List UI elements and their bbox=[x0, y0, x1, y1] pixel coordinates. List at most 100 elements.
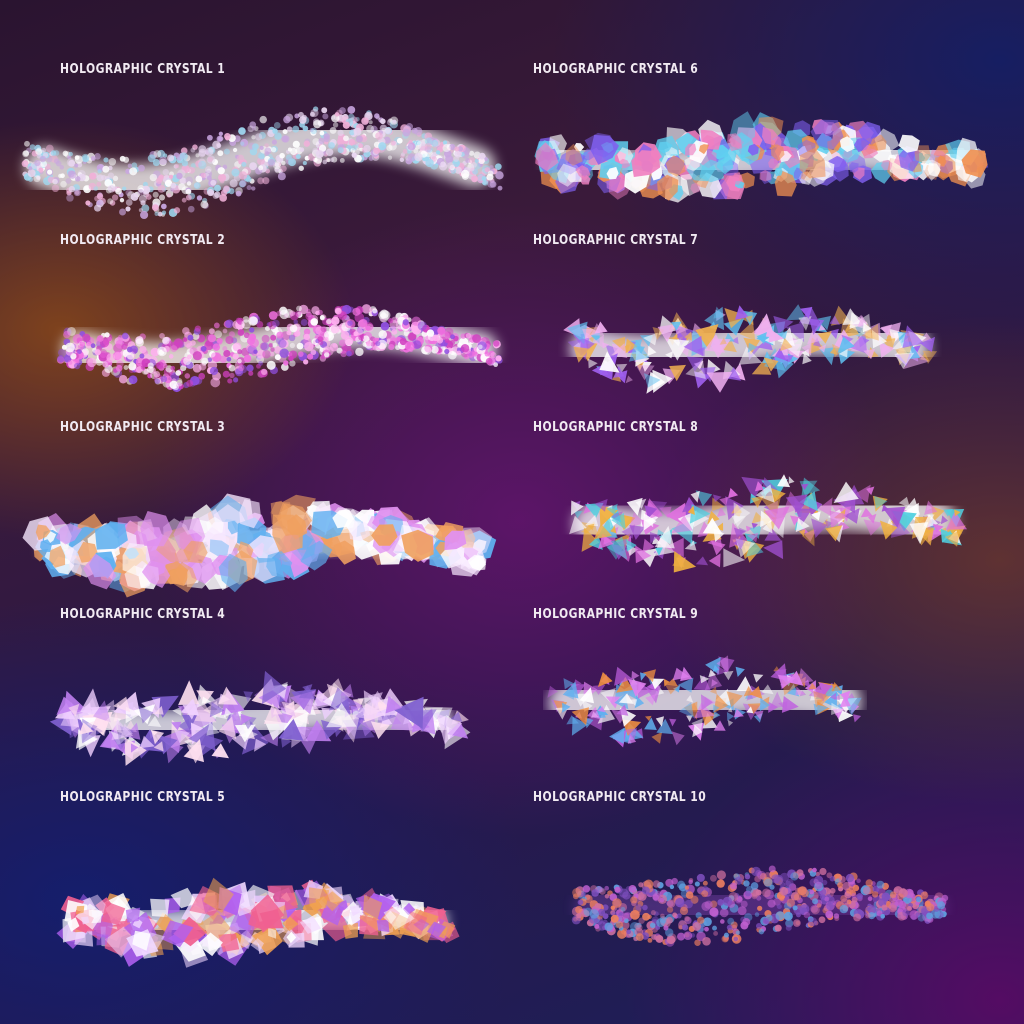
crystal-particle bbox=[713, 704, 720, 713]
crystal-particle bbox=[816, 903, 822, 908]
crystal-particle bbox=[615, 683, 628, 701]
crystal-particle bbox=[65, 342, 75, 353]
crystal-particle bbox=[713, 711, 721, 719]
crystal-particle bbox=[811, 511, 821, 521]
crystal-particle bbox=[665, 537, 684, 558]
crystal-particle bbox=[371, 524, 398, 546]
crystal-particle bbox=[235, 317, 242, 323]
crystal-particle bbox=[147, 373, 153, 379]
crystal-particle bbox=[325, 148, 334, 157]
crystal-particle bbox=[222, 370, 230, 378]
crystal-particle bbox=[207, 189, 215, 197]
crystal-particle bbox=[218, 716, 237, 740]
crystal-particle bbox=[169, 174, 174, 179]
crystal-particle bbox=[425, 158, 434, 168]
crystal-particle bbox=[307, 353, 314, 360]
stroke-glow bbox=[24, 114, 496, 206]
crystal-particle bbox=[63, 330, 71, 339]
crystal-particle bbox=[223, 349, 231, 358]
crystal-particle bbox=[284, 700, 295, 711]
crystal-particle bbox=[719, 337, 727, 345]
crystal-particle bbox=[203, 877, 234, 913]
crystal-particle bbox=[495, 171, 504, 180]
crystal-particle bbox=[830, 692, 837, 701]
crystal-particle bbox=[880, 343, 890, 354]
crystal-particle bbox=[407, 153, 416, 162]
crystal-particle bbox=[663, 925, 669, 931]
crystal-particle bbox=[701, 694, 713, 711]
crystal-particle bbox=[723, 318, 745, 336]
crystal-particle bbox=[686, 695, 694, 703]
crystal-particle bbox=[125, 199, 133, 206]
crystal-particle bbox=[589, 909, 599, 919]
crystal-particle bbox=[388, 343, 395, 351]
crystal-particle bbox=[767, 899, 776, 908]
crystal-particle bbox=[342, 113, 349, 120]
crystal-particle bbox=[185, 194, 192, 201]
crystal-particle bbox=[811, 518, 828, 538]
crystal-particle bbox=[444, 530, 467, 551]
crystal-particle bbox=[683, 335, 704, 357]
crystal-particle bbox=[407, 142, 416, 151]
crystal-particle bbox=[173, 729, 191, 743]
crystal-particle bbox=[567, 321, 588, 345]
crystal-particle bbox=[898, 145, 920, 172]
crystal-particle bbox=[332, 343, 338, 348]
crystal-particle bbox=[138, 208, 143, 213]
crystal-particle bbox=[574, 510, 583, 519]
crystal-particle bbox=[373, 146, 381, 154]
crystal-particle bbox=[493, 362, 499, 368]
crystal-particle bbox=[33, 175, 41, 183]
crystal-particle bbox=[299, 916, 321, 934]
crystal-particle bbox=[565, 143, 583, 166]
crystal-particle bbox=[96, 335, 104, 342]
crystal-particle bbox=[690, 182, 701, 194]
crystal-particle bbox=[617, 147, 634, 164]
crystal-particle bbox=[178, 183, 186, 191]
crystal-particle bbox=[751, 866, 761, 877]
crystal-particle bbox=[753, 673, 764, 683]
crystal-particle bbox=[103, 157, 109, 163]
crystal-particle bbox=[654, 525, 675, 549]
crystal-particle bbox=[27, 169, 36, 178]
crystal-particle bbox=[252, 143, 259, 150]
crystal-particle bbox=[809, 889, 815, 895]
crystal-particle bbox=[251, 135, 256, 140]
crystal-particle bbox=[650, 910, 656, 916]
crystal-particle bbox=[871, 329, 887, 349]
crystal-particle bbox=[808, 682, 817, 690]
crystal-particle bbox=[487, 170, 494, 177]
crystal-particle bbox=[575, 165, 591, 181]
crystal-particle bbox=[226, 356, 232, 362]
crystal-particle bbox=[286, 126, 293, 132]
crystal-particle bbox=[243, 691, 253, 702]
crystal-particle bbox=[238, 541, 254, 559]
crystal-particle bbox=[624, 728, 638, 741]
crystal-particle bbox=[424, 145, 432, 153]
crystal-particle bbox=[326, 702, 357, 728]
crystal-particle bbox=[770, 144, 785, 162]
crystal-particle bbox=[305, 312, 313, 321]
crystal-particle bbox=[294, 113, 300, 119]
crystal-particle bbox=[779, 337, 793, 352]
crystal-particle bbox=[732, 172, 742, 185]
crystal-particle bbox=[774, 356, 794, 379]
crystal-particle bbox=[777, 330, 788, 341]
crystal-particle bbox=[665, 155, 686, 177]
crystal-particle bbox=[666, 906, 674, 913]
crystal-particle bbox=[195, 153, 200, 158]
crystal-particle bbox=[214, 330, 223, 339]
crystal-particle bbox=[731, 515, 746, 527]
crystal-particle bbox=[53, 150, 60, 156]
crystal-particle bbox=[375, 340, 381, 347]
crystal-particle bbox=[339, 157, 345, 163]
crystal-particle bbox=[726, 712, 735, 721]
crystal-particle bbox=[67, 155, 72, 160]
crystal-particle bbox=[237, 349, 243, 355]
crystal-particle bbox=[666, 935, 676, 945]
crystal-particle bbox=[734, 305, 749, 320]
crystal-particle bbox=[733, 527, 746, 538]
crystal-particle bbox=[897, 911, 907, 921]
crystal-particle bbox=[28, 166, 33, 171]
crystal-particle bbox=[839, 694, 851, 708]
